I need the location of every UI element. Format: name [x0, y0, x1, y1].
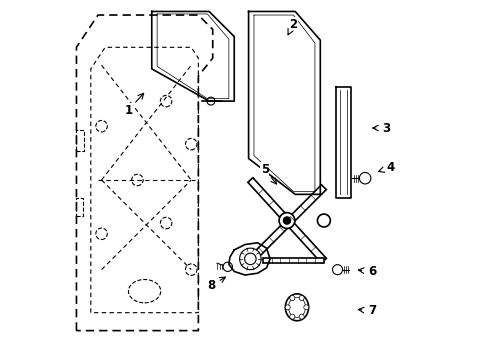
Bar: [76, 198, 83, 216]
Circle shape: [285, 305, 290, 310]
Circle shape: [279, 213, 295, 228]
Circle shape: [240, 248, 261, 270]
Text: 5: 5: [261, 163, 269, 176]
Text: 3: 3: [383, 122, 391, 135]
Bar: [76, 130, 84, 151]
Text: 8: 8: [207, 279, 215, 292]
Circle shape: [283, 217, 291, 224]
Text: 4: 4: [386, 161, 394, 174]
Circle shape: [299, 314, 304, 319]
Polygon shape: [263, 258, 324, 263]
Text: 6: 6: [368, 265, 376, 278]
Circle shape: [304, 305, 309, 310]
Text: 2: 2: [290, 18, 297, 31]
Text: 7: 7: [368, 305, 376, 318]
Polygon shape: [248, 178, 326, 263]
Text: 1: 1: [124, 104, 132, 117]
Ellipse shape: [285, 294, 309, 321]
Circle shape: [299, 296, 304, 301]
Circle shape: [290, 296, 295, 301]
Polygon shape: [248, 185, 326, 263]
Circle shape: [318, 214, 330, 227]
Circle shape: [290, 314, 295, 319]
